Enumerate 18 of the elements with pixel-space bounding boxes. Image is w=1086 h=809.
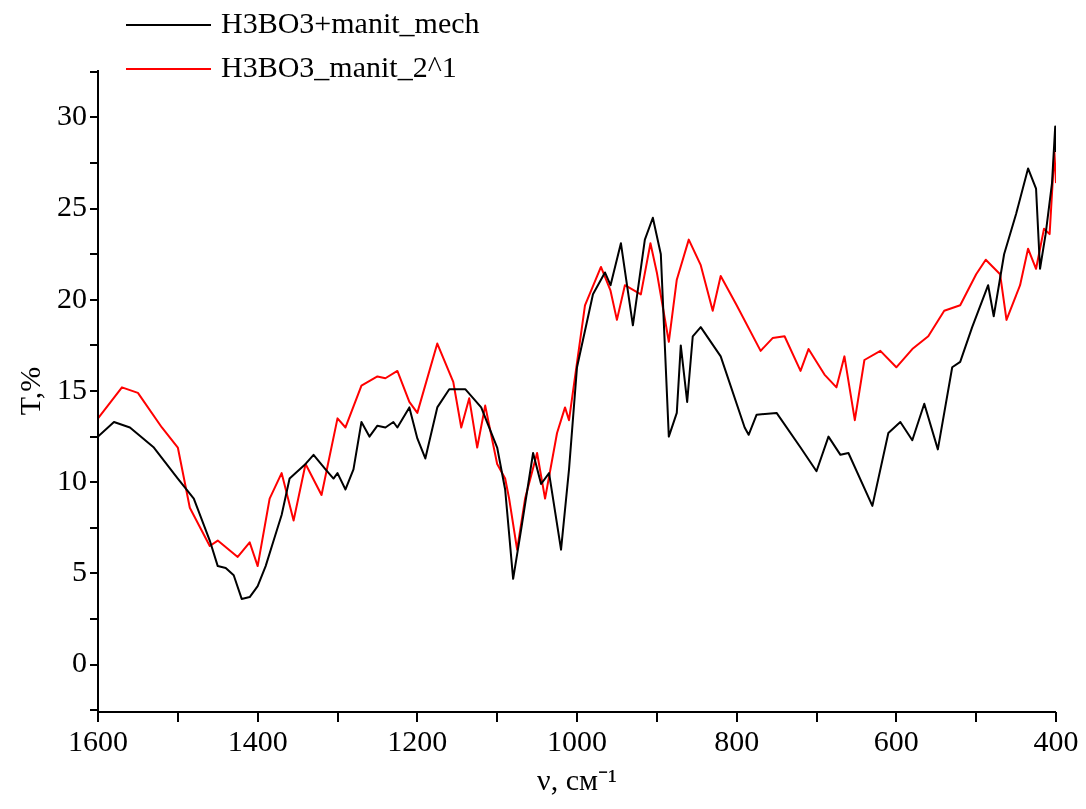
x-tick-label: 600 [873,723,919,757]
x-axis-title: ν, см⁻¹ [537,762,617,796]
y-tick-label: 30 [57,98,87,132]
y-tick-label: 15 [57,371,87,405]
x-tick-label: 1000 [547,723,607,757]
y-tick-label: 5 [72,554,87,588]
x-tick-label: 800 [714,723,760,757]
y-axis-title: T,% [12,366,46,416]
legend-label: H3BO3+manit_mech [221,5,480,39]
x-tick-label: 1400 [227,723,288,757]
x-tick-label: 1600 [68,723,128,757]
y-tick-label: 0 [72,645,87,679]
legend-label: H3BO3_manit_2^1 [221,49,457,83]
x-tick-label: 400 [1033,723,1079,757]
y-tick-label: 25 [57,189,87,223]
y-tick-label: 10 [57,463,87,497]
x-tick-label: 1200 [387,723,448,757]
y-tick-label: 20 [57,280,87,314]
